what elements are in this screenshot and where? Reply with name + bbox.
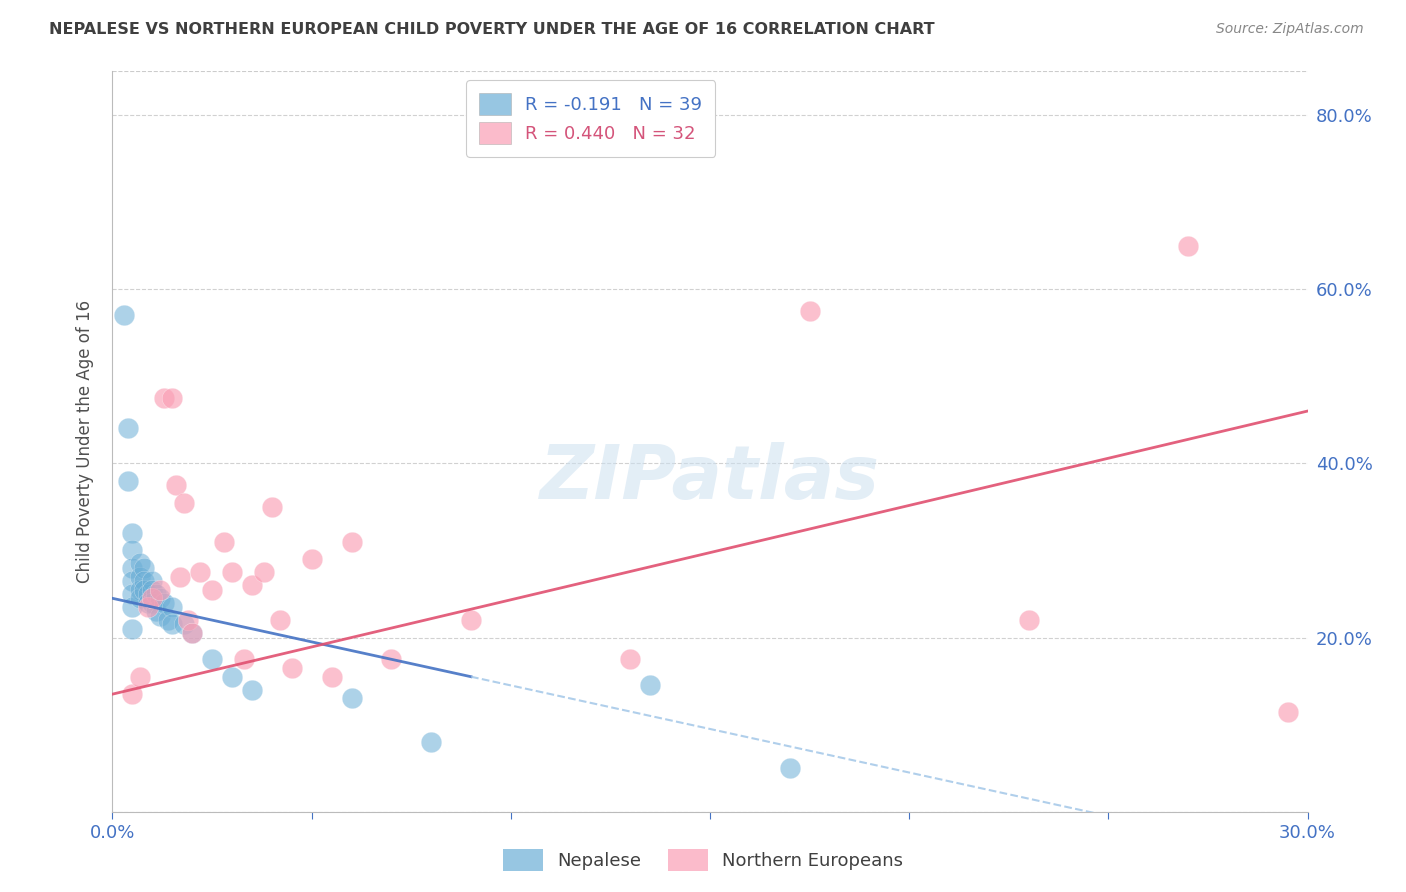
- Point: [121, 600, 143, 615]
- Point: [233, 652, 256, 666]
- Legend: Nepalese, Northern Europeans: Nepalese, Northern Europeans: [495, 842, 911, 879]
- Y-axis label: Child Poverty Under the Age of 16: Child Poverty Under the Age of 16: [76, 300, 94, 583]
- Point: [117, 421, 139, 435]
- Point: [380, 652, 402, 666]
- Point: [162, 391, 183, 405]
- Point: [114, 308, 135, 322]
- Point: [129, 569, 152, 583]
- Point: [141, 596, 163, 610]
- Text: Source: ZipAtlas.com: Source: ZipAtlas.com: [1216, 22, 1364, 37]
- Point: [145, 604, 167, 618]
- Point: [173, 617, 195, 632]
- Point: [340, 534, 363, 549]
- Point: [129, 670, 152, 684]
- Point: [129, 582, 152, 597]
- Point: [138, 587, 160, 601]
- Point: [149, 582, 172, 597]
- Point: [117, 474, 139, 488]
- Legend: R = -0.191   N = 39, R = 0.440   N = 32: R = -0.191 N = 39, R = 0.440 N = 32: [465, 80, 716, 157]
- Point: [240, 578, 263, 592]
- Point: [779, 761, 801, 775]
- Point: [129, 557, 152, 571]
- Point: [157, 613, 180, 627]
- Point: [281, 661, 304, 675]
- Point: [121, 687, 143, 701]
- Point: [129, 591, 152, 606]
- Point: [134, 582, 156, 597]
- Point: [221, 565, 243, 579]
- Point: [212, 534, 235, 549]
- Point: [121, 622, 143, 636]
- Point: [121, 587, 143, 601]
- Point: [121, 526, 143, 541]
- Point: [181, 626, 204, 640]
- Point: [138, 596, 160, 610]
- Point: [141, 591, 163, 606]
- Point: [134, 561, 156, 575]
- Point: [321, 670, 343, 684]
- Point: [301, 552, 323, 566]
- Point: [420, 735, 443, 749]
- Point: [188, 565, 211, 579]
- Point: [640, 678, 662, 692]
- Point: [165, 478, 187, 492]
- Point: [619, 652, 641, 666]
- Point: [221, 670, 243, 684]
- Text: NEPALESE VS NORTHERN EUROPEAN CHILD POVERTY UNDER THE AGE OF 16 CORRELATION CHAR: NEPALESE VS NORTHERN EUROPEAN CHILD POVE…: [49, 22, 935, 37]
- Point: [173, 495, 195, 509]
- Point: [1177, 238, 1199, 252]
- Text: ZIPatlas: ZIPatlas: [540, 442, 880, 515]
- Point: [153, 596, 176, 610]
- Point: [153, 391, 176, 405]
- Point: [177, 613, 200, 627]
- Point: [121, 574, 143, 588]
- Point: [240, 682, 263, 697]
- Point: [141, 574, 163, 588]
- Point: [201, 582, 224, 597]
- Point: [134, 574, 156, 588]
- Point: [145, 587, 167, 601]
- Point: [260, 500, 283, 514]
- Point: [1277, 705, 1299, 719]
- Point: [149, 608, 172, 623]
- Point: [121, 543, 143, 558]
- Point: [121, 561, 143, 575]
- Point: [201, 652, 224, 666]
- Point: [460, 613, 482, 627]
- Point: [162, 600, 183, 615]
- Point: [799, 304, 821, 318]
- Point: [162, 617, 183, 632]
- Point: [181, 626, 204, 640]
- Point: [340, 691, 363, 706]
- Point: [169, 569, 191, 583]
- Point: [253, 565, 276, 579]
- Point: [138, 600, 160, 615]
- Point: [269, 613, 291, 627]
- Point: [141, 582, 163, 597]
- Point: [149, 591, 172, 606]
- Point: [1018, 613, 1040, 627]
